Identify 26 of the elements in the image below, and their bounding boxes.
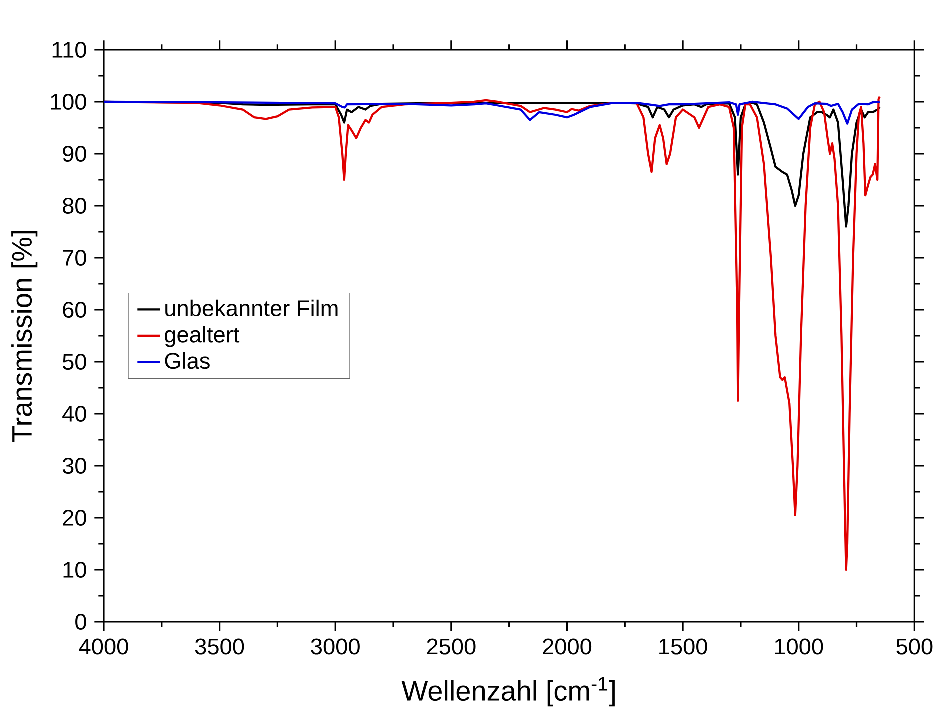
- x-tick-label: 500: [896, 638, 933, 655]
- y-axis-title: Transmission [%]: [12, 231, 38, 442]
- y-tick-label: 40: [62, 406, 86, 422]
- y-tick-label: 70: [63, 250, 86, 266]
- line-series: [104, 100, 881, 125]
- y-tick-label: 100: [51, 94, 86, 110]
- legend-label: gealtert: [165, 326, 240, 348]
- y-tick-label: 110: [52, 42, 86, 58]
- y-tick-label: 80: [63, 198, 86, 214]
- x-tick-label: 2500: [427, 638, 476, 655]
- x-tick-label: 3500: [195, 638, 244, 655]
- legend-label: Glas: [165, 352, 210, 370]
- y-tick-label: 10: [64, 562, 86, 578]
- y-tick-label: 30: [62, 458, 86, 474]
- x-tick-label: 1000: [775, 638, 824, 655]
- x-tick-label: 3000: [311, 638, 360, 655]
- x-tick-label: 4000: [79, 638, 128, 655]
- x-tick-label: 2000: [543, 638, 592, 655]
- y-tick-label: 60: [63, 302, 86, 318]
- x-axis-title: Wellenzahl [cm$^{-1}$]: [402, 677, 615, 707]
- legend-label: unbekannter Film: [166, 300, 338, 317]
- y-tick-label: 20: [63, 510, 86, 526]
- y-tick-label: 90: [63, 146, 86, 162]
- y-tick-label: 0: [76, 614, 86, 630]
- x-tick-label: 1500: [660, 638, 708, 655]
- y-tick-label: 50: [62, 354, 86, 370]
